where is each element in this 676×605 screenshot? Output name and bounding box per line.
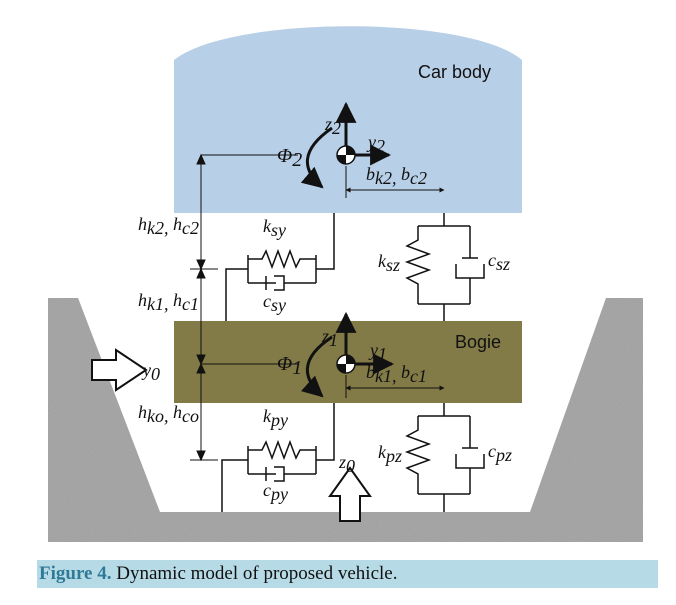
cpy-label: cpy (263, 480, 288, 504)
h1-label: hk1, hc1 (138, 290, 199, 314)
bogie-cg-symbol (336, 354, 356, 374)
lateral-input-arrow (91, 348, 148, 392)
b1-dimension (345, 375, 445, 398)
primary-vertical-suspension (404, 403, 485, 512)
y2-label: y2 (366, 132, 385, 156)
ksy-label: ksy (263, 216, 286, 240)
csz-label: csz (488, 250, 510, 274)
secondary-vertical-suspension (404, 213, 485, 321)
car-body-cg-symbol (336, 145, 356, 165)
b2-label: bk2, bc2 (366, 164, 427, 188)
z2-label: z2 (324, 114, 341, 138)
vertical-input-arrow (328, 466, 372, 522)
phi2-label: Φ2 (277, 145, 302, 171)
y1-label: y1 (368, 340, 387, 364)
y0-label: y0 (141, 360, 160, 384)
z0-label: z0 (338, 452, 355, 476)
car-body-label: Car body (418, 62, 491, 82)
car-body (174, 26, 522, 213)
ground (48, 298, 643, 542)
cpz-label: cpz (488, 441, 512, 465)
h2-label: hk2, hc2 (138, 214, 199, 238)
z1-label: z1 (321, 326, 338, 350)
height-dimension-lines (190, 153, 218, 462)
phi1-label: Φ1 (277, 353, 302, 379)
ksz-label: ksz (378, 251, 400, 275)
kpy-label: kpy (263, 406, 288, 430)
bogie-label: Bogie (455, 332, 501, 352)
figure-caption-text: Dynamic model of proposed vehicle. (111, 563, 398, 584)
secondary-lateral-suspension (225, 213, 335, 321)
primary-lateral-suspension (221, 403, 335, 512)
b2-dimension (345, 166, 445, 198)
kpz-label: kpz (378, 442, 402, 466)
vehicle-dynamic-model-diagram: Car body Bogie z2 y2 Φ2 bk2, bc2 (48, 26, 643, 542)
figure-caption-label: Figure 4. (39, 563, 112, 584)
h0-label: hko, hco (138, 402, 199, 426)
ground-grain (48, 298, 643, 542)
b1-label: bk1, bc1 (366, 362, 427, 386)
figure-caption: Figure 4. Dynamic model of proposed vehi… (37, 560, 658, 588)
csy-label: csy (263, 291, 286, 315)
